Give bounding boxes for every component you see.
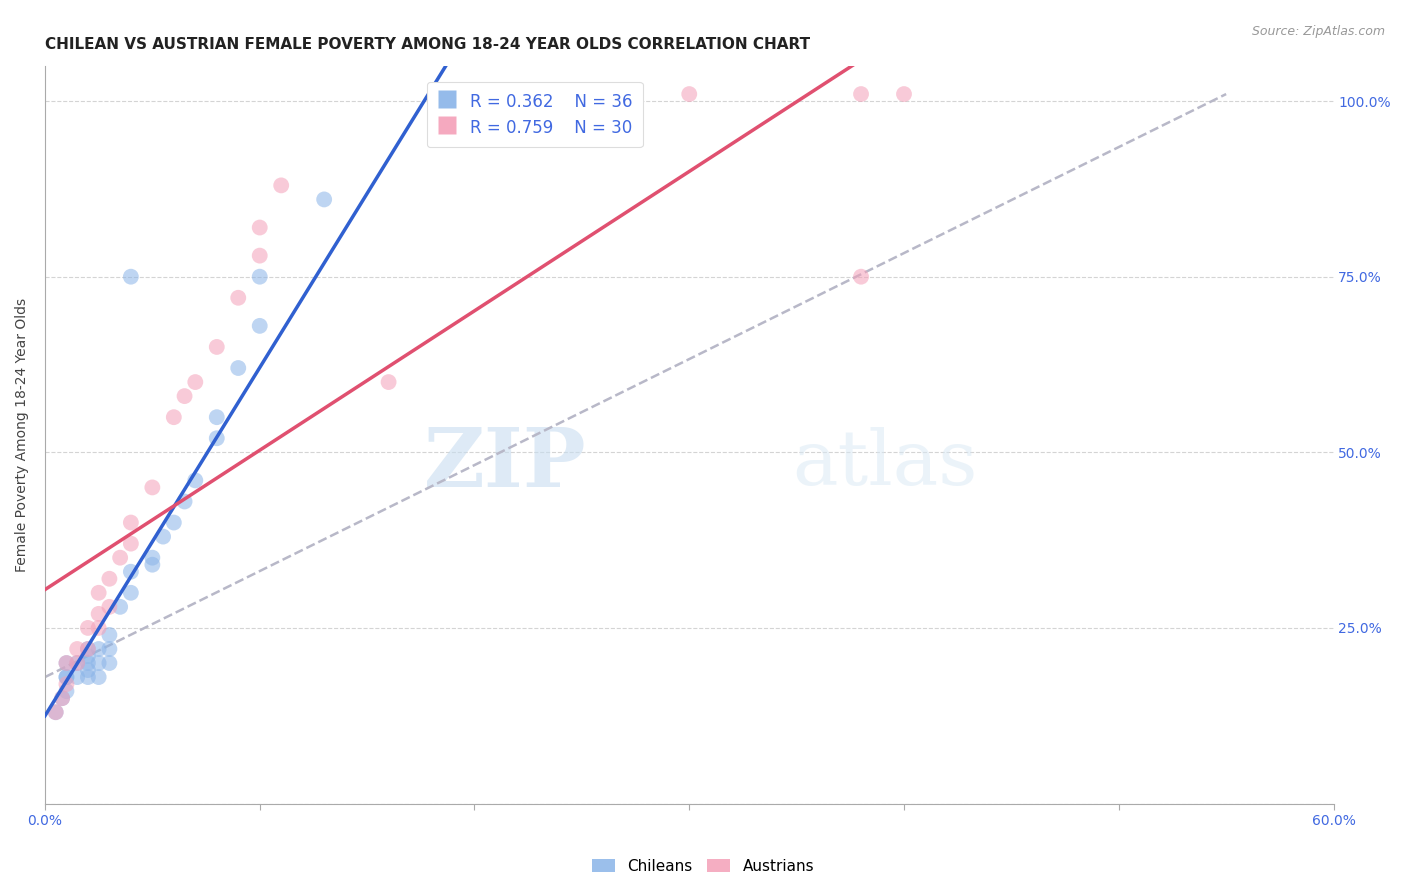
- Point: [77, 656, 100, 670]
- Point: [66, 656, 89, 670]
- Text: atlas: atlas: [793, 427, 977, 501]
- Point: [141, 558, 163, 572]
- Point: [152, 530, 174, 544]
- Point: [55, 677, 77, 691]
- Point: [51, 691, 73, 706]
- Point: [141, 480, 163, 494]
- Point: [87, 670, 110, 684]
- Point: [249, 318, 271, 333]
- Point: [55, 656, 77, 670]
- Point: [45, 705, 67, 719]
- Point: [55, 670, 77, 684]
- Point: [55, 670, 77, 684]
- Point: [98, 572, 121, 586]
- Point: [226, 291, 249, 305]
- Point: [849, 269, 872, 284]
- Point: [120, 536, 142, 550]
- Point: [249, 220, 271, 235]
- Text: Source: ZipAtlas.com: Source: ZipAtlas.com: [1251, 25, 1385, 38]
- Point: [45, 705, 67, 719]
- Point: [893, 87, 915, 101]
- Point: [141, 550, 163, 565]
- Point: [87, 607, 110, 621]
- Point: [77, 670, 100, 684]
- Point: [205, 431, 228, 445]
- Point: [163, 410, 186, 425]
- Point: [120, 586, 142, 600]
- Point: [77, 642, 100, 657]
- Point: [120, 516, 142, 530]
- Point: [77, 642, 100, 657]
- Point: [87, 586, 110, 600]
- Point: [51, 691, 73, 706]
- Point: [77, 648, 100, 663]
- Text: ZIP: ZIP: [423, 425, 586, 504]
- Point: [377, 375, 399, 389]
- Point: [184, 375, 207, 389]
- Point: [66, 656, 89, 670]
- Point: [849, 87, 872, 101]
- Legend: Chileans, Austrians: Chileans, Austrians: [586, 853, 820, 880]
- Point: [163, 516, 186, 530]
- Point: [77, 663, 100, 677]
- Point: [87, 656, 110, 670]
- Point: [108, 599, 131, 614]
- Point: [270, 178, 292, 193]
- Point: [98, 656, 121, 670]
- Point: [98, 642, 121, 657]
- Point: [249, 269, 271, 284]
- Point: [173, 389, 195, 403]
- Point: [205, 340, 228, 354]
- Point: [98, 628, 121, 642]
- Point: [55, 684, 77, 698]
- Point: [108, 550, 131, 565]
- Point: [184, 474, 207, 488]
- Point: [249, 249, 271, 263]
- Point: [173, 494, 195, 508]
- Point: [87, 621, 110, 635]
- Point: [120, 565, 142, 579]
- Point: [485, 94, 508, 108]
- Text: CHILEAN VS AUSTRIAN FEMALE POVERTY AMONG 18-24 YEAR OLDS CORRELATION CHART: CHILEAN VS AUSTRIAN FEMALE POVERTY AMONG…: [45, 37, 810, 53]
- Point: [98, 599, 121, 614]
- Point: [87, 642, 110, 657]
- Point: [205, 410, 228, 425]
- Y-axis label: Female Poverty Among 18-24 Year Olds: Female Poverty Among 18-24 Year Olds: [15, 298, 30, 572]
- Point: [678, 87, 700, 101]
- Legend: R = 0.362    N = 36, R = 0.759    N = 30: R = 0.362 N = 36, R = 0.759 N = 30: [427, 82, 643, 147]
- Point: [314, 193, 336, 207]
- Point: [120, 269, 142, 284]
- Point: [226, 361, 249, 376]
- Point: [77, 621, 100, 635]
- Point: [66, 670, 89, 684]
- Point: [66, 642, 89, 657]
- Point: [55, 656, 77, 670]
